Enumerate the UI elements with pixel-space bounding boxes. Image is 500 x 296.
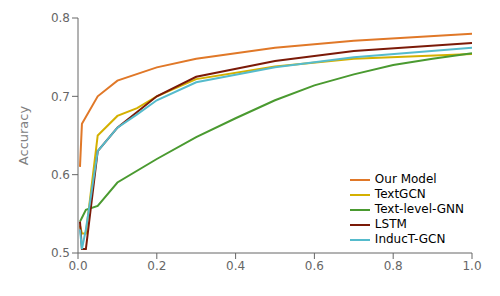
svg-text:0.4: 0.4 <box>226 259 245 273</box>
html-text:Text-level-GNN: Text-level-GNN <box>374 202 464 216</box>
svg-text:1.0: 1.0 <box>462 259 481 273</box>
svg-text:0.8: 0.8 <box>51 11 70 25</box>
svg-text:0.5: 0.5 <box>51 246 70 260</box>
svg-text:0.0: 0.0 <box>68 259 87 273</box>
svg-text:Accuracy: Accuracy <box>16 106 31 166</box>
svg-text:0.8: 0.8 <box>384 259 403 273</box>
html-text:TextGCN: TextGCN <box>374 187 426 201</box>
svg-text:0.6: 0.6 <box>305 259 324 273</box>
html-text:InducT-GCN: InducT-GCN <box>374 232 446 246</box>
html-text:LSTM: LSTM <box>374 217 407 231</box>
svg-text:0.6: 0.6 <box>51 168 70 182</box>
svg-text:0.2: 0.2 <box>147 259 166 273</box>
html-text:Our Model: Our Model <box>374 172 437 186</box>
svg-text:0.7: 0.7 <box>51 90 70 104</box>
